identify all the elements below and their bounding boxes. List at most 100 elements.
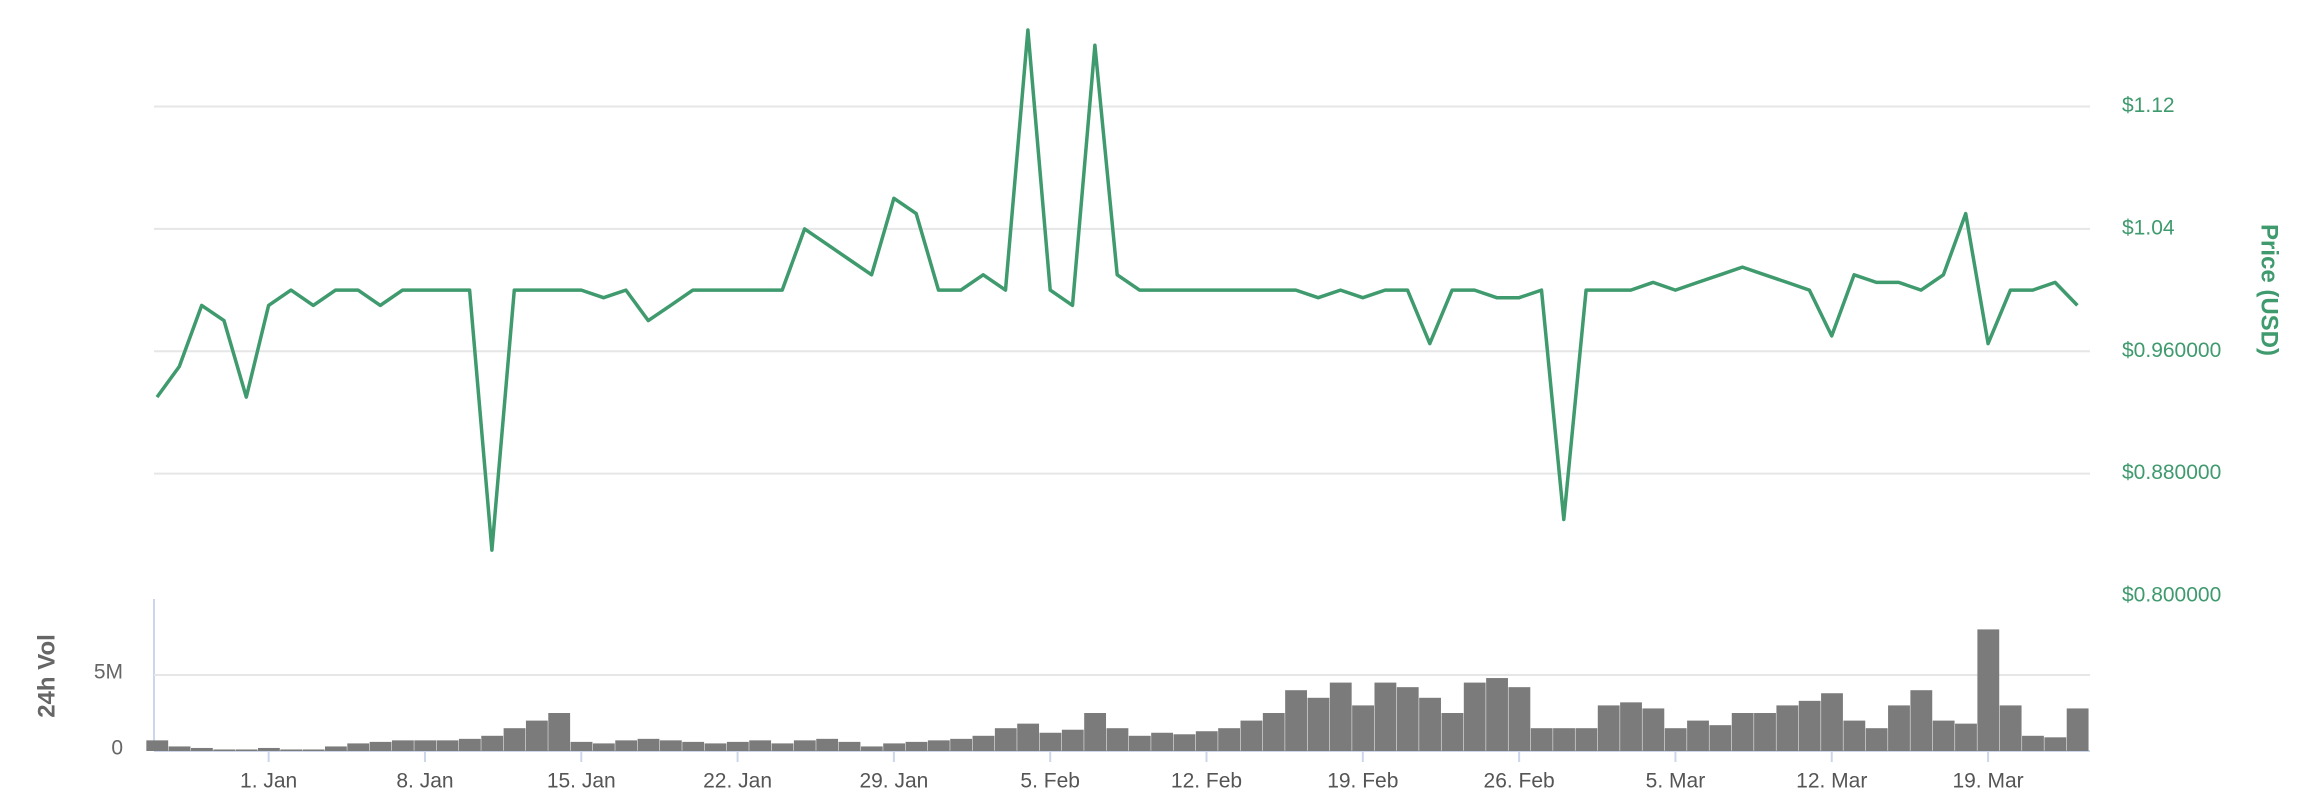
volume-bar	[592, 743, 615, 751]
volume-bar	[1530, 728, 1553, 751]
y-tick-label: $0.800000	[2122, 584, 2221, 607]
x-tick-label: 1. Jan	[240, 770, 297, 793]
volume-bar	[1597, 705, 1620, 751]
y-tick-label: 0	[111, 737, 123, 760]
price-axis-label: Price (USD)	[2256, 224, 2283, 356]
volume-bar	[1888, 705, 1910, 751]
volume-bar	[414, 740, 437, 751]
volume-bar	[1843, 720, 1866, 751]
volume-bar	[1396, 687, 1419, 751]
volume-axis-label: 24h Vol	[33, 634, 60, 718]
volume-bar	[481, 735, 504, 751]
volume-bar	[1374, 682, 1397, 751]
volume-bar	[860, 746, 883, 751]
volume-bar	[570, 741, 593, 751]
volume-bar	[1754, 713, 1776, 751]
volume-bar	[503, 728, 526, 751]
volume-bar	[1687, 720, 1709, 751]
volume-bar	[1865, 728, 1888, 751]
volume-bar	[994, 728, 1017, 751]
volume-bar	[1106, 728, 1129, 751]
volume-bar	[637, 738, 660, 751]
volume-bar	[391, 740, 414, 751]
volume-bar	[1664, 728, 1687, 751]
volume-bar	[927, 740, 950, 751]
y-tick-label: $1.12	[2122, 94, 2175, 117]
x-tick-label: 8. Jan	[396, 770, 453, 793]
price-line	[155, 28, 2079, 552]
volume-bar	[1128, 735, 1151, 751]
volume-bar	[1218, 728, 1241, 751]
volume-bar	[1441, 713, 1464, 751]
volume-bar	[347, 743, 370, 751]
x-tick-label: 19. Mar	[1952, 770, 2023, 793]
volume-bar	[1240, 720, 1263, 751]
volume-bar	[1575, 728, 1598, 751]
y-tick-label: $0.960000	[2122, 339, 2221, 362]
volume-bar	[1910, 690, 1933, 751]
volume-bar	[1463, 682, 1486, 751]
volume-bar	[1553, 728, 1575, 751]
volume-bar	[1776, 705, 1799, 751]
volume-bar	[1731, 713, 1754, 751]
volume-bar	[280, 749, 303, 751]
x-tick-label: 12. Feb	[1171, 770, 1242, 793]
volume-bar	[1262, 713, 1285, 751]
x-tick-label: 26. Feb	[1484, 770, 1555, 793]
volume-bar	[1977, 629, 2000, 751]
x-tick-label: 5. Mar	[1646, 770, 1706, 793]
volume-bar	[458, 738, 481, 751]
volume-bar	[257, 747, 280, 751]
volume-bar	[1642, 708, 1665, 751]
volume-bar	[146, 740, 169, 751]
volume-bar	[1999, 705, 2022, 751]
volume-bar	[704, 743, 727, 751]
volume-bar	[950, 738, 973, 751]
volume-bar	[1017, 723, 1040, 751]
volume-bar	[324, 746, 347, 751]
volume-bar	[749, 740, 772, 751]
volume-bar	[1329, 682, 1352, 751]
volume-bar	[771, 743, 794, 751]
volume-bar	[302, 749, 325, 751]
x-tick-label: 5. Feb	[1020, 770, 1080, 793]
volume-bar	[1821, 693, 1843, 751]
volume-bar	[1061, 729, 1084, 751]
volume-bar	[1798, 700, 1821, 751]
volume-bar	[548, 713, 571, 751]
volume-bar	[1285, 690, 1307, 751]
volume-bar	[659, 740, 682, 751]
volume-bar	[615, 740, 638, 751]
y-tick-label: $0.880000	[2122, 461, 2221, 484]
volume-bar	[1486, 678, 1508, 751]
volume-bar	[816, 738, 839, 751]
volume-bar	[972, 735, 995, 751]
volume-bar	[2066, 708, 2089, 751]
volume-bar	[1084, 713, 1107, 751]
volume-bar	[213, 749, 236, 751]
volume-bar	[793, 740, 816, 751]
volume-bar	[883, 743, 906, 751]
volume-bar	[235, 749, 258, 751]
y-tick-label: 5M	[94, 661, 123, 684]
volume-bar	[905, 741, 928, 751]
volume-bar	[1508, 687, 1531, 751]
volume-bar	[726, 741, 749, 751]
volume-bar	[525, 720, 548, 751]
y-tick-label: $1.04	[2122, 216, 2175, 239]
volume-bar	[436, 740, 459, 751]
volume-bar	[1709, 725, 1732, 751]
volume-bar	[168, 746, 191, 751]
volume-bar	[1955, 723, 1977, 751]
volume-bar	[2022, 735, 2044, 751]
volume-bar	[369, 741, 392, 751]
volume-bar	[838, 741, 861, 751]
volume-bar	[1307, 697, 1330, 751]
x-tick-label: 15. Jan	[547, 770, 616, 793]
x-tick-label: 22. Jan	[703, 770, 772, 793]
volume-bar	[1932, 720, 1955, 751]
volume-bar	[1039, 732, 1062, 751]
x-tick-label: 12. Mar	[1796, 770, 1867, 793]
